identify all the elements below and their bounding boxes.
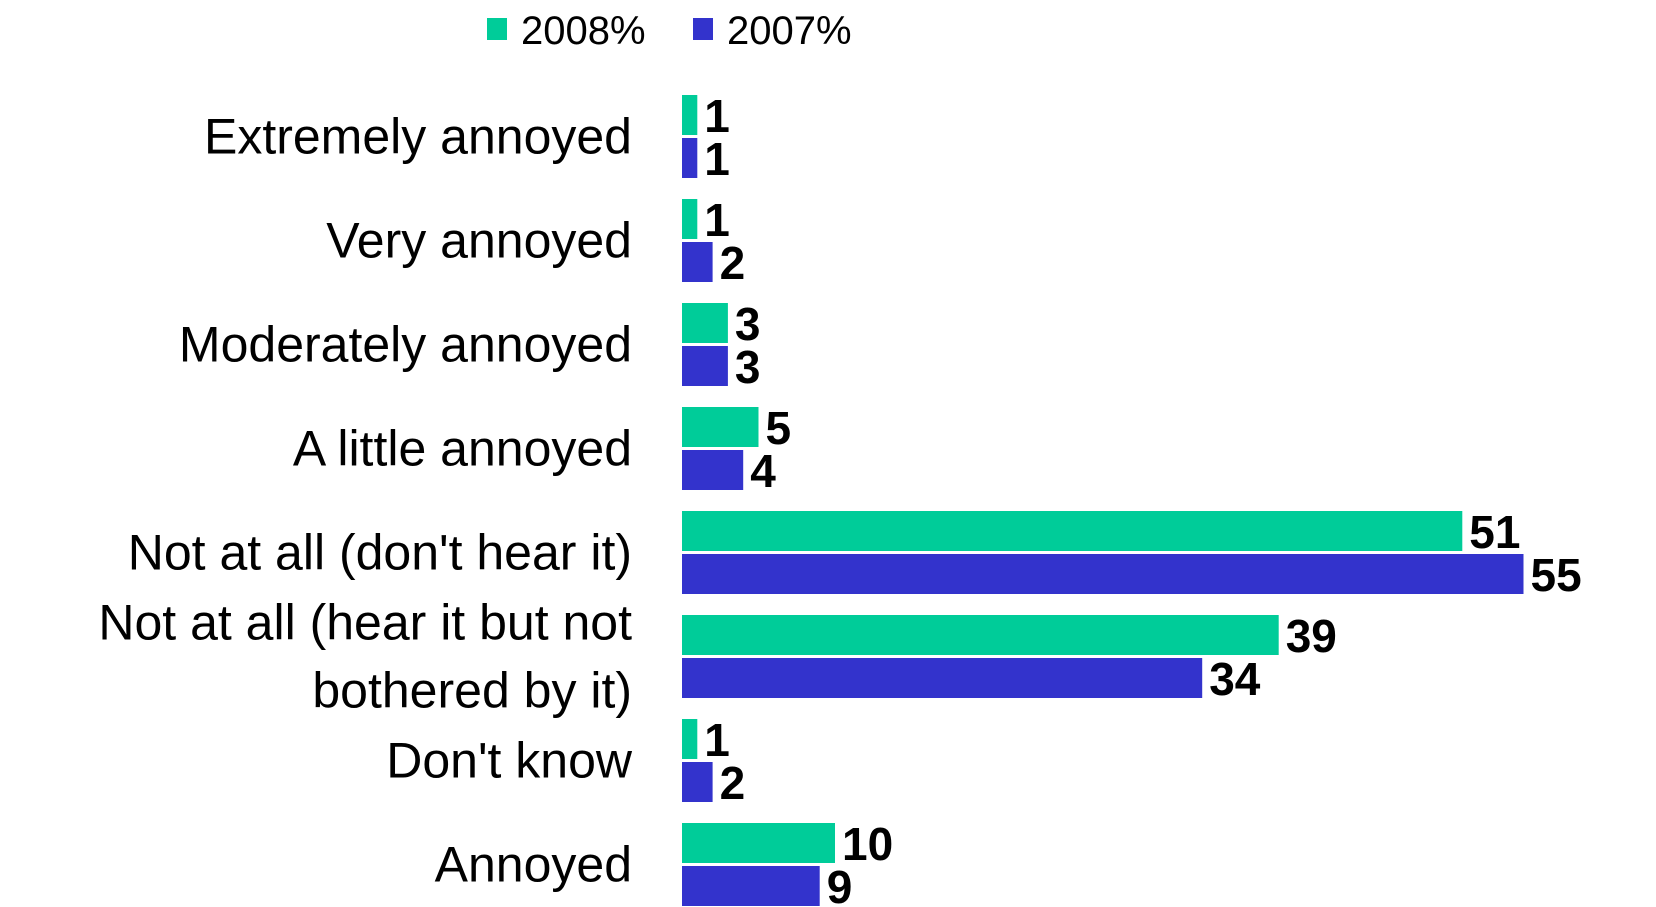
legend-swatch-1: [693, 18, 713, 40]
value-label-1-5: 34: [1209, 653, 1261, 705]
bar-0-3: [682, 407, 759, 447]
bars: [682, 95, 1524, 906]
value-label-0-4: 51: [1469, 506, 1520, 558]
bar-0-5: [682, 615, 1279, 655]
category-label-5-line-1: bothered by it): [312, 663, 632, 719]
category-label-0: Extremely annoyed: [204, 109, 632, 165]
bar-1-6: [682, 762, 713, 802]
bar-1-4: [682, 554, 1524, 594]
value-label-1-2: 3: [735, 341, 761, 393]
bar-0-4: [682, 511, 1462, 551]
bar-1-7: [682, 866, 820, 906]
legend-label-0: 2008%: [521, 9, 646, 53]
category-label-6: Don't know: [386, 733, 633, 789]
value-label-1-4: 55: [1531, 549, 1582, 601]
legend-swatch-0: [487, 18, 507, 40]
value-label-1-3: 4: [750, 445, 776, 497]
bar-0-0: [682, 95, 697, 135]
category-label-5-line-0: Not at all (hear it but not: [98, 595, 632, 651]
value-label-0-5: 39: [1286, 610, 1337, 662]
value-label-1-1: 2: [720, 237, 746, 289]
category-label-1: Very annoyed: [326, 213, 632, 269]
bar-1-3: [682, 450, 743, 490]
category-label-7: Annoyed: [435, 837, 632, 893]
bar-0-6: [682, 719, 697, 759]
value-label-1-0: 1: [704, 133, 730, 185]
bar-0-7: [682, 823, 835, 863]
value-label-1-6: 2: [720, 757, 746, 809]
category-label-4: Not at all (don't hear it): [128, 525, 632, 581]
category-label-2: Moderately annoyed: [179, 317, 632, 373]
legend-label-1: 2007%: [727, 9, 852, 53]
bar-1-5: [682, 658, 1202, 698]
bar-1-1: [682, 242, 713, 282]
bar-0-2: [682, 303, 728, 343]
bar-0-1: [682, 199, 697, 239]
value-label-1-7: 9: [827, 861, 853, 907]
category-labels: Extremely annoyed Very annoyed Moderately …: [98, 109, 633, 893]
category-label-3: A little annoyed: [293, 421, 632, 477]
legend: 2008% 2007%: [487, 9, 852, 53]
bar-1-0: [682, 138, 697, 178]
bar-1-2: [682, 346, 728, 386]
